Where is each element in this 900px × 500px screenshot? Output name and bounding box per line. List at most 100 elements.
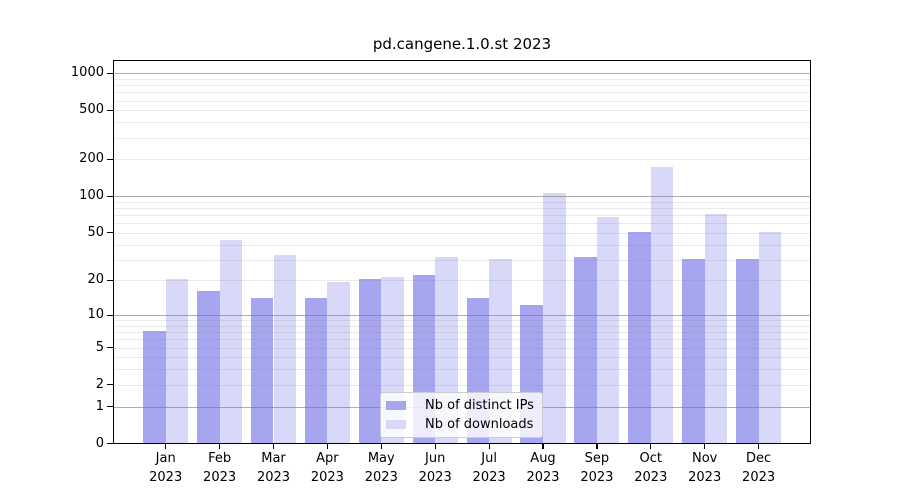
bar-distinct-ips-may: [358, 279, 382, 443]
y-tick-2: [107, 384, 113, 386]
y-tick-label-20: 20: [87, 272, 104, 288]
minor-gridline-y-40: [114, 244, 810, 246]
minor-gridline-y-80: [114, 208, 810, 210]
x-tick-month-may: May: [367, 451, 395, 466]
minor-gridline-y-600: [114, 100, 810, 102]
x-tick-may: [380, 443, 382, 449]
x-tick-oct: [650, 443, 652, 449]
y-tick-100: [107, 195, 113, 197]
minor-gridline-y-700: [114, 92, 810, 94]
minor-gridline-y-90: [114, 201, 810, 203]
x-tick-month-dec: Dec: [746, 451, 772, 466]
x-tick-month-nov: Nov: [692, 451, 718, 466]
x-tick-month-jan: Jan: [155, 451, 176, 466]
bar-distinct-ips-mar: [250, 297, 274, 443]
bar-downloads-oct: [650, 166, 674, 443]
legend-swatch-distinct-ips: [386, 400, 406, 411]
minor-gridline-y-200: [114, 159, 810, 161]
minor-gridline-y-20: [114, 280, 810, 282]
chart-title: pd.cangene.1.0.st 2023: [372, 35, 552, 53]
minor-gridline-y-300: [114, 137, 810, 139]
x-tick-label-aug: Aug 2023: [511, 450, 575, 487]
y-tick-20: [107, 279, 113, 282]
x-tick-label-dec: Dec 2023: [727, 450, 791, 487]
legend-swatch-downloads: [386, 419, 406, 430]
bar-downloads-mar: [273, 255, 297, 443]
y-tick-200: [107, 158, 113, 160]
x-tick-label-may: May 2023: [349, 450, 413, 487]
x-tick-label-feb: Feb 2023: [188, 450, 252, 487]
x-tick-feb: [219, 443, 221, 449]
x-tick-year-aug: 2023: [526, 469, 560, 485]
x-tick-year-feb: 2023: [203, 469, 237, 485]
x-tick-month-jul: Jul: [481, 451, 497, 466]
x-tick-dec: [758, 443, 760, 449]
bar-distinct-ips-sep: [574, 256, 597, 443]
minor-gridline-y-70: [114, 215, 810, 217]
x-tick-label-jan: Jan 2023: [134, 450, 198, 487]
x-tick-month-mar: Mar: [261, 451, 286, 466]
x-tick-month-sep: Sep: [584, 451, 610, 466]
y-tick-label-1: 1: [95, 398, 104, 414]
y-tick-50: [107, 232, 113, 234]
x-tick-label-apr: Apr 2023: [295, 450, 359, 487]
x-tick-month-apr: Apr: [316, 451, 339, 466]
bar-downloads-feb: [219, 239, 243, 443]
plot-area: [113, 59, 811, 444]
gridline-y-1000: [114, 73, 810, 75]
x-tick-year-may: 2023: [364, 469, 398, 485]
bar-downloads-sep: [596, 217, 620, 443]
bar-distinct-ips-jan: [143, 331, 166, 443]
x-tick-apr: [326, 443, 329, 449]
legend: Nb of distinct IPs Nb of downloads: [380, 392, 543, 438]
minor-gridline-y-50: [114, 232, 810, 234]
minor-gridline-y-60: [114, 223, 810, 225]
y-tick-label-5: 5: [95, 339, 104, 355]
x-tick-year-jan: 2023: [149, 469, 183, 485]
minor-gridline-y-4: [114, 357, 810, 359]
x-tick-year-jun: 2023: [418, 469, 452, 485]
x-tick-year-mar: 2023: [256, 469, 291, 485]
y-tick-label-500: 500: [79, 102, 104, 118]
y-tick-500: [107, 109, 113, 111]
x-tick-year-jul: 2023: [472, 469, 506, 485]
x-tick-month-oct: Oct: [639, 451, 663, 466]
y-tick-label-200: 200: [79, 151, 104, 167]
x-tick-jan: [165, 443, 167, 449]
x-tick-year-dec: 2023: [742, 469, 776, 485]
minor-gridline-y-8: [114, 325, 810, 327]
minor-gridline-y-800: [114, 85, 810, 87]
y-tick-5: [107, 347, 113, 349]
gridline-y-10: [114, 315, 810, 317]
y-tick-label-10: 10: [87, 307, 104, 323]
bar-downloads-jan: [165, 279, 189, 443]
x-tick-label-mar: Mar 2023: [242, 450, 306, 487]
bar-distinct-ips-dec: [736, 258, 759, 443]
minor-gridline-y-2: [114, 384, 810, 386]
bar-downloads-nov: [704, 214, 728, 443]
minor-gridline-y-3: [114, 369, 810, 371]
x-tick-month-jun: Jun: [425, 451, 446, 466]
y-tick-0: [107, 443, 113, 445]
x-tick-label-nov: Nov 2023: [673, 450, 737, 487]
bar-downloads-aug: [543, 192, 566, 443]
x-tick-mar: [272, 443, 275, 449]
x-tick-year-sep: 2023: [580, 469, 614, 485]
y-tick-10: [107, 314, 113, 316]
minor-gridline-y-5: [114, 347, 810, 349]
y-tick-1000: [107, 72, 113, 74]
bar-distinct-ips-apr: [304, 297, 328, 443]
x-tick-jun: [434, 443, 436, 449]
bar-distinct-ips-nov: [682, 258, 705, 443]
minor-gridline-y-500: [114, 110, 810, 112]
x-tick-year-oct: 2023: [634, 469, 668, 485]
minor-gridline-y-9: [114, 320, 810, 322]
y-tick-label-100: 100: [79, 188, 104, 204]
gridline-y-100: [114, 196, 810, 198]
x-tick-aug: [542, 443, 544, 449]
x-tick-label-jun: Jun 2023: [403, 450, 467, 487]
legend-label-downloads: Nb of downloads: [425, 417, 534, 432]
legend-label-distinct-ips: Nb of distinct IPs: [425, 398, 534, 413]
bar-downloads-apr: [327, 282, 350, 443]
x-tick-label-jul: Jul 2023: [457, 450, 521, 487]
